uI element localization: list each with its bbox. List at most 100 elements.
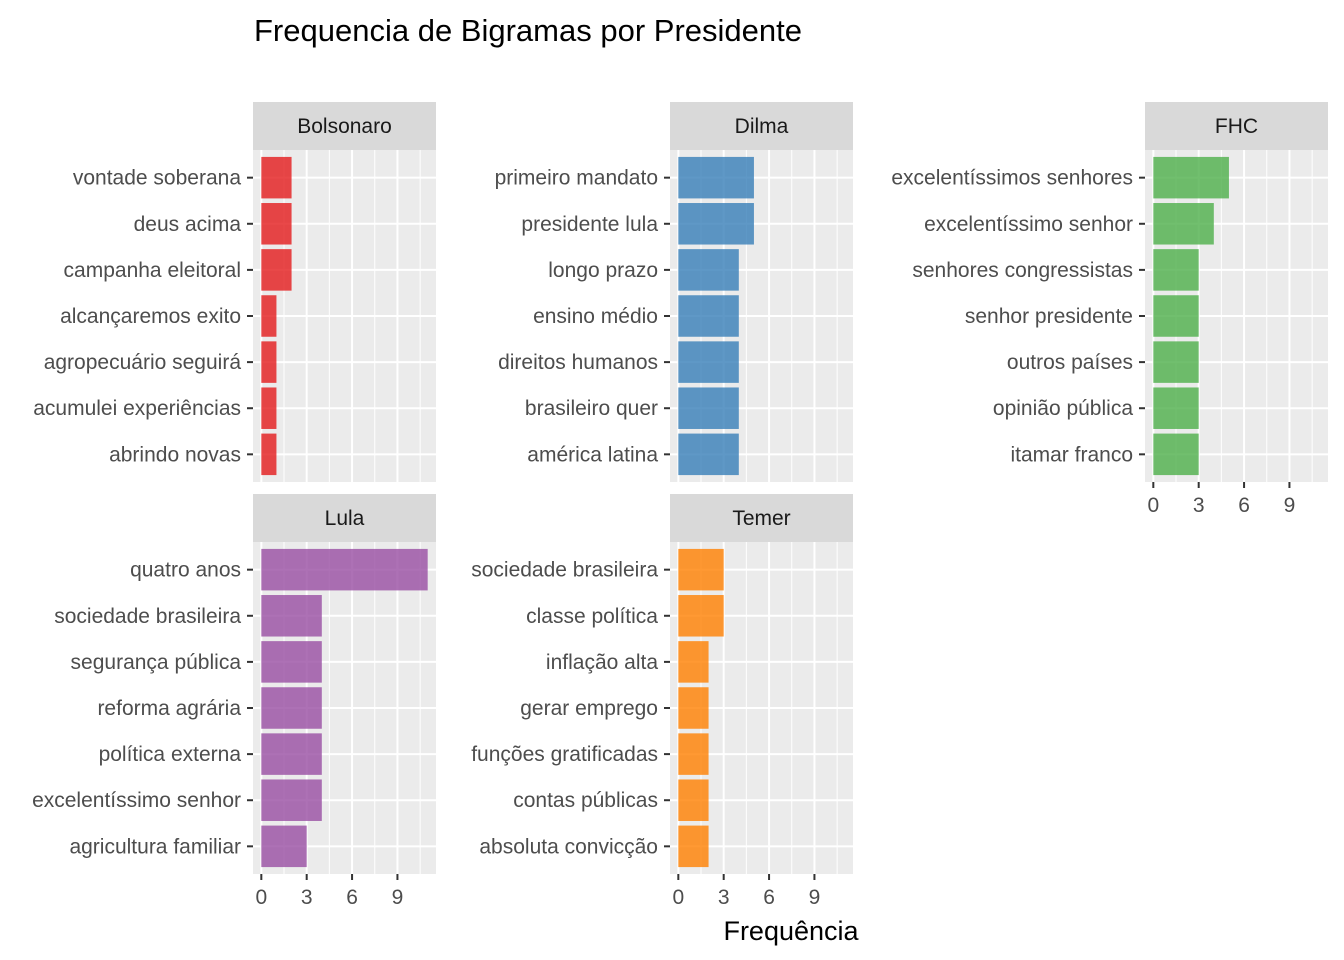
bar-bolsonaro-acumulei-experiencias [261,387,277,429]
y-tick-label: segurança pública [71,651,242,674]
x-tick-label: 9 [1284,494,1296,517]
strip-dilma [670,102,853,150]
y-tick-label: reforma agrária [97,697,241,720]
y-tick-label: excelentíssimos senhores [891,167,1133,190]
bar-fhc-excelentissimos-senhores [1153,156,1229,199]
y-tick-label: gerar emprego [520,697,658,720]
y-tick-label: inflação alta [546,651,658,674]
y-tick-label: campanha eleitoral [64,259,241,282]
y-tick-label: funções gratificadas [471,743,658,766]
x-tick-label: 3 [1193,494,1205,517]
bar-lula-reforma-agraria [261,687,322,729]
x-tick-label: 0 [255,886,267,909]
y-tick-label: agropecuário seguirá [44,351,242,374]
y-tick-label: excelentíssimo senhor [32,789,241,812]
y-tick-label: brasileiro quer [525,397,658,420]
panel-lula: Lula quatro anos sociedade brasileira segur… [32,494,436,909]
strip-label-lula: Lula [325,507,365,530]
y-tick-label: alcançaremos exito [60,305,241,328]
strip-bolsonaro [253,102,436,150]
bar-fhc-senhor-presidente [1153,295,1199,337]
bar-temer-gerar-emprego [678,687,709,729]
bar-dilma-direitos-humanos [678,341,739,383]
bar-dilma-brasileiro-quer [678,387,739,429]
y-tick-label: acumulei experiências [33,397,241,420]
strip-lula [253,494,436,542]
y-tick-label: agricultura familiar [69,835,241,858]
bar-fhc-excelentissimo-senhor [1153,203,1214,245]
bar-temer-funcoes-gratificadas [678,733,709,775]
bar-lula-agricultura-familiar [261,825,307,868]
x-tick-label: 6 [1238,494,1250,517]
y-tick-label: sociedade brasileira [54,605,241,628]
y-tick-label: sociedade brasileira [471,559,658,582]
bar-fhc-senhores-congressistas [1153,249,1199,291]
bar-lula-politica-externa [261,733,322,775]
bar-bolsonaro-deus-acima [261,203,292,245]
y-tick-label: itamar franco [1010,443,1133,466]
y-tick-label: longo prazo [548,259,658,282]
bar-bolsonaro-abrindo-novas [261,433,277,476]
strip-label-dilma: Dilma [735,115,789,138]
y-tick-label: abrindo novas [109,443,241,466]
y-tick-label: primeiro mandato [495,167,658,190]
panel-bolsonaro: Bolsonaro vontade soberana deus acima campa… [33,102,436,482]
x-axis-label: Frequência [723,916,859,946]
y-tick-label: deus acima [134,213,242,236]
x-tick-label: 0 [1147,494,1159,517]
facet-panels: Bolsonaro vontade soberana deus acima campa… [32,102,1328,909]
bar-bolsonaro-campanha-eleitoral [261,249,292,291]
bar-bolsonaro-agropecuario-seguira [261,341,277,383]
bar-temer-inflacao-alta [678,641,709,683]
bar-temer-classe-politica [678,595,724,637]
y-tick-label: senhores congressistas [912,259,1133,282]
bar-fhc-outros-paises [1153,341,1199,383]
strip-label-temer: Temer [732,507,790,530]
y-tick-label: absoluta convicção [479,835,658,858]
y-tick-label: excelentíssimo senhor [924,213,1133,236]
y-tick-label: presidente lula [521,213,658,236]
strip-temer [670,494,853,542]
y-tick-label: senhor presidente [965,305,1133,328]
bar-lula-sociedade-brasileira [261,595,322,637]
bar-dilma-america-latina [678,433,739,476]
y-tick-label: ensino médio [533,305,658,328]
y-tick-label: vontade soberana [73,167,241,190]
x-tick-label: 0 [672,886,684,909]
y-tick-label: quatro anos [130,559,241,582]
bar-temer-contas-publicas [678,779,709,821]
x-tick-label: 3 [718,886,730,909]
y-tick-label: américa latina [527,443,658,466]
y-tick-label: outros países [1007,351,1133,374]
y-tick-label: direitos humanos [498,351,658,374]
bar-temer-absoluta-conviccao [678,825,709,868]
y-tick-label: contas públicas [513,789,658,812]
bar-fhc-itamar-franco [1153,433,1199,476]
y-tick-label: opinião pública [993,397,1133,420]
strip-fhc [1145,102,1328,150]
chart-title: Frequencia de Bigramas por Presidente [254,13,802,48]
bar-lula-quatro-anos [261,548,428,591]
bar-bolsonaro-vontade-soberana [261,156,292,199]
x-tick-label: 6 [346,886,358,909]
panel-fhc: FHC excelentíssimos senhores excelentíssim… [891,102,1328,517]
bar-bolsonaro-alcancaremos-exito [261,295,277,337]
bar-lula-excelentissimo-senhor [261,779,322,821]
x-tick-label: 6 [763,886,775,909]
y-tick-label: política externa [99,743,242,766]
bar-temer-sociedade-brasileira [678,548,724,591]
strip-label-fhc: FHC [1215,115,1258,138]
y-tick-label: classe política [526,605,658,628]
bar-dilma-presidente-lula [678,203,754,245]
bar-lula-seguranca-publica [261,641,322,683]
x-tick-label: 9 [809,886,821,909]
bar-dilma-ensino-medio [678,295,739,337]
bar-dilma-longo-prazo [678,249,739,291]
strip-label-bolsonaro: Bolsonaro [297,115,392,138]
bar-dilma-primeiro-mandato [678,156,754,199]
panel-dilma: Dilma primeiro mandato presidente lula long… [495,102,853,482]
x-tick-label: 9 [392,886,404,909]
panel-temer: Temer sociedade brasileira classe política… [471,494,853,909]
bar-fhc-opiniao-publica [1153,387,1199,429]
